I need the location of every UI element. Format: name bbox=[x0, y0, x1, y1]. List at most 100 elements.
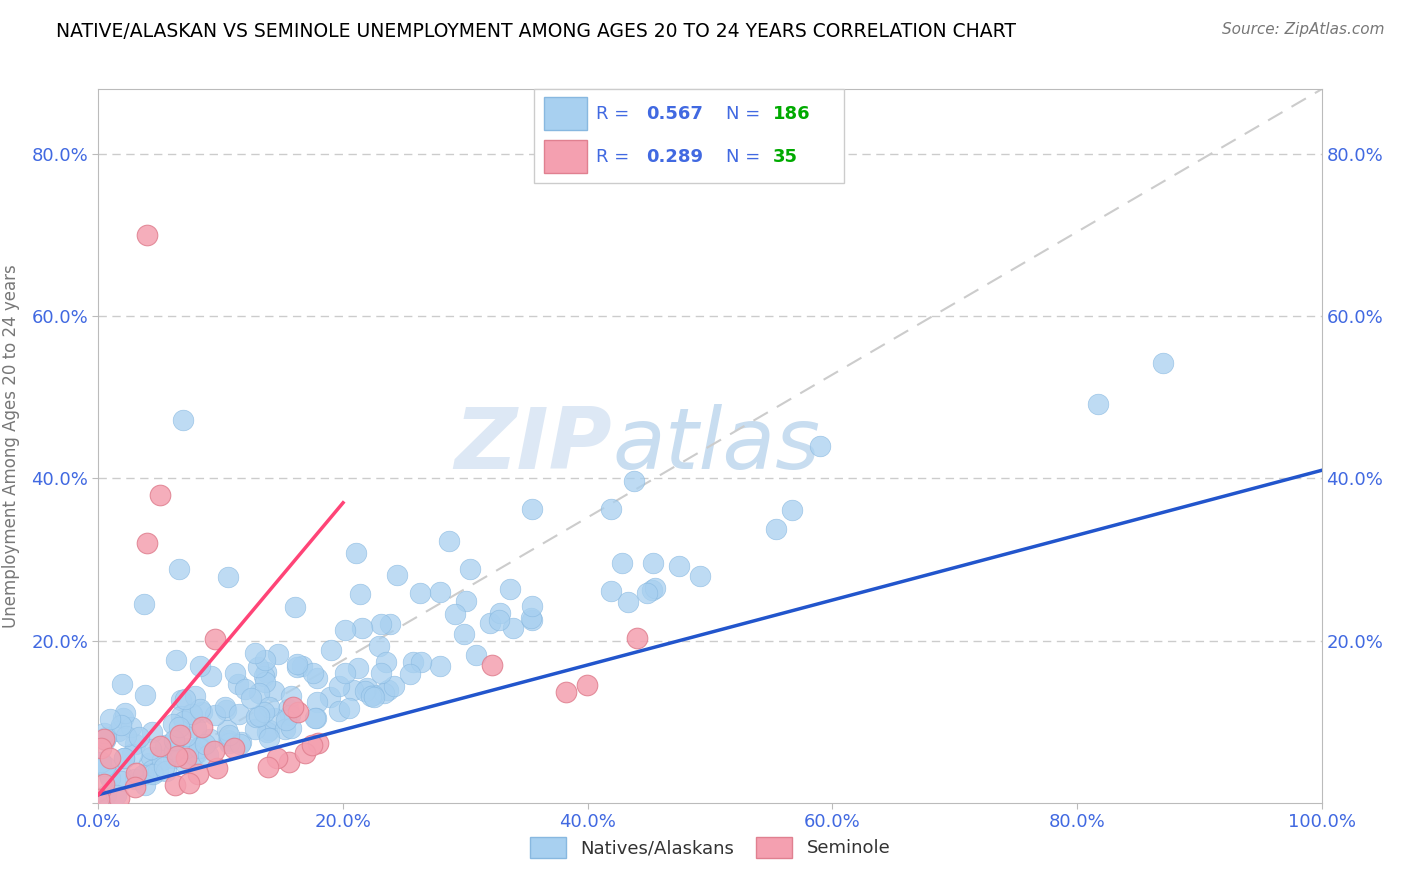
Point bbox=[245, 710, 267, 724]
Point bbox=[575, 678, 598, 692]
Point bbox=[285, 660, 308, 674]
Point bbox=[222, 740, 245, 755]
Point bbox=[254, 665, 277, 680]
Point bbox=[253, 705, 276, 719]
Point bbox=[502, 621, 524, 635]
Point bbox=[218, 728, 240, 742]
Point bbox=[555, 685, 578, 699]
Point bbox=[437, 533, 460, 548]
Point bbox=[333, 666, 356, 681]
Point bbox=[278, 755, 301, 769]
Point bbox=[1152, 357, 1174, 371]
Point bbox=[488, 613, 510, 627]
Point bbox=[141, 724, 163, 739]
Point bbox=[354, 684, 377, 698]
Point bbox=[94, 730, 117, 744]
Point bbox=[342, 683, 364, 698]
Point bbox=[149, 739, 172, 753]
FancyBboxPatch shape bbox=[544, 96, 586, 130]
Point bbox=[191, 720, 214, 734]
Point bbox=[245, 647, 267, 661]
Point bbox=[368, 639, 391, 653]
Point bbox=[174, 756, 197, 771]
Point bbox=[124, 737, 146, 751]
Point bbox=[87, 791, 110, 805]
Point bbox=[111, 677, 134, 691]
Point bbox=[134, 778, 156, 792]
Point bbox=[522, 502, 544, 516]
Point bbox=[112, 750, 135, 764]
Point bbox=[149, 488, 172, 502]
Point bbox=[90, 755, 112, 769]
Point bbox=[253, 674, 276, 689]
Point bbox=[124, 772, 146, 786]
Point bbox=[370, 616, 392, 631]
Point bbox=[93, 726, 115, 740]
Point bbox=[668, 559, 690, 574]
Point bbox=[163, 778, 186, 792]
Text: N =: N = bbox=[725, 148, 766, 166]
Point bbox=[623, 474, 645, 488]
Point bbox=[100, 712, 122, 726]
Point bbox=[228, 706, 250, 721]
Point bbox=[134, 688, 156, 702]
Point bbox=[409, 586, 432, 600]
Text: ZIP: ZIP bbox=[454, 404, 612, 488]
Point bbox=[107, 791, 129, 805]
Point bbox=[169, 728, 191, 742]
Point bbox=[489, 606, 512, 620]
Point bbox=[429, 659, 451, 673]
Point bbox=[167, 720, 190, 734]
Point bbox=[205, 761, 228, 775]
Point bbox=[344, 546, 367, 560]
Point bbox=[520, 599, 543, 614]
Point bbox=[188, 740, 211, 755]
Point bbox=[636, 585, 658, 599]
Point bbox=[96, 788, 118, 802]
Point bbox=[377, 682, 399, 697]
Point bbox=[520, 613, 543, 627]
Point bbox=[409, 656, 432, 670]
Point bbox=[177, 776, 200, 790]
Point bbox=[174, 751, 197, 765]
Point bbox=[229, 735, 252, 749]
Point bbox=[356, 681, 378, 695]
Point bbox=[153, 760, 176, 774]
Point bbox=[125, 766, 148, 780]
Point bbox=[162, 717, 184, 731]
Point bbox=[458, 562, 481, 576]
Point bbox=[318, 690, 340, 704]
Point bbox=[375, 655, 398, 669]
Point bbox=[218, 736, 240, 750]
Point bbox=[98, 771, 121, 785]
Point bbox=[150, 753, 173, 767]
Point bbox=[640, 583, 662, 598]
Point bbox=[163, 744, 186, 758]
Text: 35: 35 bbox=[772, 148, 797, 166]
Point bbox=[481, 658, 503, 673]
Point bbox=[204, 632, 226, 646]
Point bbox=[256, 725, 278, 739]
Point bbox=[188, 702, 211, 716]
Point bbox=[454, 593, 477, 607]
Point bbox=[217, 732, 239, 747]
Point bbox=[247, 709, 270, 723]
Point bbox=[111, 769, 134, 783]
Point bbox=[287, 705, 309, 719]
Point bbox=[444, 607, 467, 621]
Point bbox=[170, 709, 193, 723]
Point bbox=[328, 704, 350, 718]
Point bbox=[641, 556, 664, 570]
Point bbox=[243, 722, 266, 736]
Point bbox=[187, 767, 209, 781]
Point bbox=[141, 766, 163, 780]
Point bbox=[259, 731, 281, 745]
Point bbox=[347, 660, 370, 674]
Point bbox=[224, 666, 246, 681]
Point bbox=[453, 626, 475, 640]
Point bbox=[274, 713, 297, 727]
Point bbox=[124, 780, 146, 794]
Point bbox=[600, 583, 623, 598]
Point bbox=[378, 616, 401, 631]
Point bbox=[263, 684, 285, 698]
